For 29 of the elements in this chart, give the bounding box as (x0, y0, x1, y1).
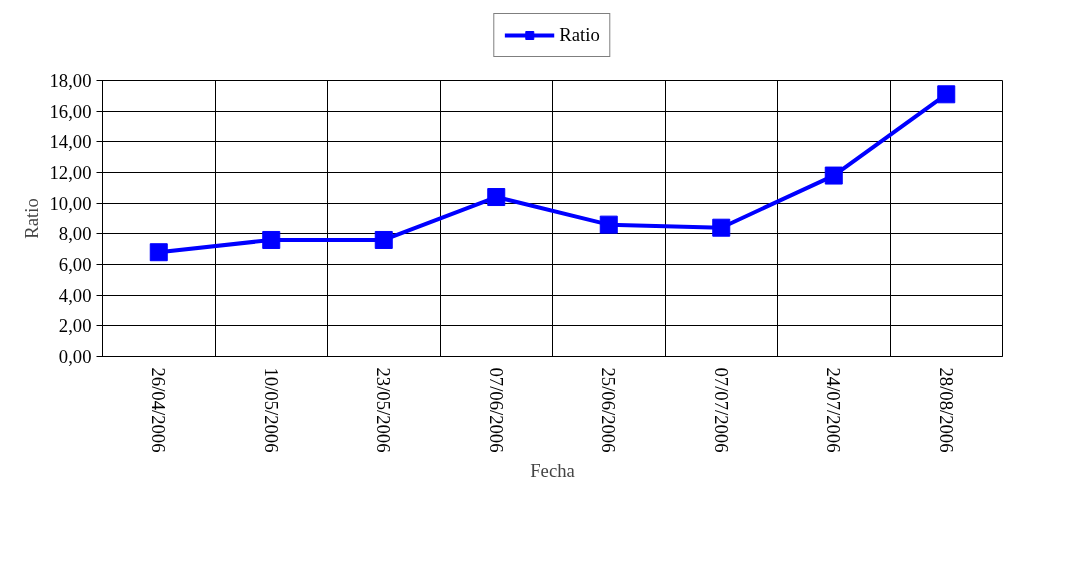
point (374, 230, 393, 249)
x-tick-label: 28/08/2006 (935, 367, 957, 453)
x-tick-label: 23/05/2006 (373, 367, 395, 453)
y-tick-label: 4,00 (58, 284, 92, 306)
y-tick-label: 10,00 (49, 192, 92, 214)
x-tick-label: 25/06/2006 (598, 367, 620, 453)
point (824, 166, 843, 185)
x-tick-label: 24/07/2006 (823, 367, 845, 453)
x-tick-label: 10/05/2006 (260, 367, 282, 453)
y-tick-label: 2,00 (58, 315, 92, 337)
x-tick-label: 07/06/2006 (485, 367, 507, 453)
point (937, 85, 956, 104)
y-tick-label: 14,00 (49, 131, 92, 153)
y-tick-label: 8,00 (58, 223, 92, 245)
point (599, 215, 618, 234)
point (149, 243, 168, 262)
point (712, 218, 731, 237)
y-axis-title: Ratio (20, 198, 42, 239)
point (262, 230, 281, 249)
legend-label: Ratio (559, 24, 600, 46)
y-tick-label: 12,00 (49, 162, 92, 183)
y-tick-label: 0,00 (58, 346, 92, 367)
y-tick-label: 6,00 (58, 254, 92, 275)
x-axis-title: Fecha (530, 460, 576, 482)
x-tick-label: 07/07/2006 (710, 367, 732, 453)
point (487, 188, 506, 207)
x-tick-label: 26/04/2006 (148, 367, 170, 453)
y-tick-label: 16,00 (49, 100, 92, 122)
y-tick-label: 18,00 (49, 70, 92, 91)
